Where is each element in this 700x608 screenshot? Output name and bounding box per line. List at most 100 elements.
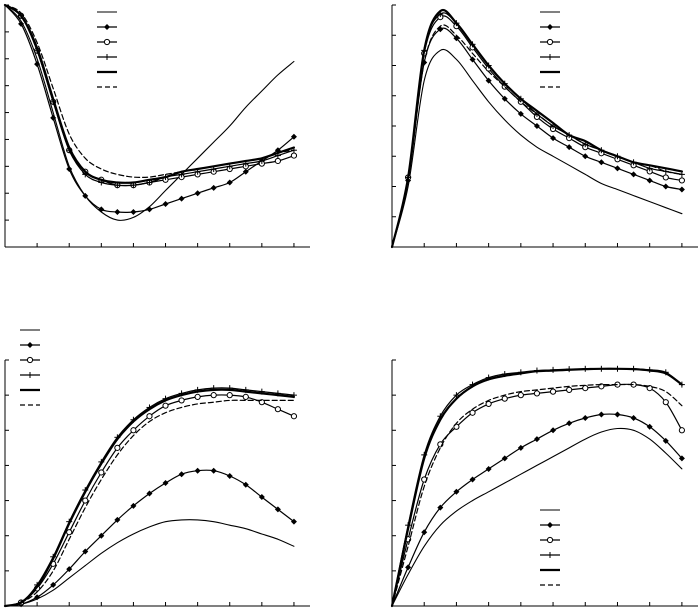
series-6-line (4, 4, 295, 178)
series-2-point (678, 186, 685, 193)
series-3-point (582, 385, 589, 392)
series-2-point (290, 518, 297, 525)
series-2-point (194, 190, 201, 197)
series-2-point (114, 209, 121, 216)
series-2-point (18, 20, 25, 27)
series-2-point (82, 192, 89, 199)
legend-marker-4 (547, 54, 553, 60)
series-2-point (598, 411, 605, 418)
series-3-point (678, 427, 685, 434)
series-3-point (98, 469, 105, 476)
series-2-point (646, 177, 653, 184)
series-5-line (3, 388, 295, 608)
series-2-point (501, 455, 508, 462)
series-2-point (678, 455, 685, 462)
series-2-point (582, 153, 589, 160)
series-2-point (82, 548, 89, 555)
series-2-point (485, 77, 492, 84)
series-3-point (662, 174, 669, 181)
series-2-point (242, 168, 249, 175)
series-3-point (226, 392, 233, 399)
series-3-line (391, 15, 683, 248)
legend-marker-2 (547, 522, 553, 528)
series-2-point (662, 437, 669, 444)
series-2-point (566, 144, 573, 151)
series-3-point (242, 393, 249, 400)
series-2-point (290, 133, 297, 140)
series-3-point (146, 413, 153, 420)
series-2-point (210, 467, 217, 474)
series-2-point (162, 200, 169, 207)
series-2-point (66, 566, 73, 573)
series-5-line (390, 8, 683, 249)
series-2-point (210, 184, 217, 191)
legend-marker-3 (546, 38, 554, 46)
series-2-point (469, 476, 476, 483)
legend (20, 329, 40, 406)
legend (540, 509, 560, 586)
series-4-line (4, 387, 295, 607)
series-2-point (130, 209, 137, 216)
series-3-point (290, 413, 298, 420)
series-2-point (582, 414, 589, 421)
series-2-point (274, 506, 281, 513)
series-2-point (517, 444, 524, 451)
series-2-point (178, 471, 185, 478)
series-2-point (130, 502, 137, 509)
legend-marker-3 (546, 536, 554, 544)
series-2-point (421, 529, 428, 536)
series-2-point (614, 165, 621, 172)
series-2-point (162, 480, 169, 486)
series-2-point (194, 467, 201, 474)
series-3-point (66, 529, 73, 536)
series-3-point (194, 393, 201, 400)
series-3-point (469, 409, 476, 416)
series-2-point (533, 436, 540, 443)
series-2-line (4, 469, 295, 607)
legend (97, 11, 117, 88)
series-3-point (210, 392, 217, 399)
series-2-point (646, 423, 653, 430)
legend-marker-3 (103, 38, 111, 46)
series-2-point (146, 490, 153, 497)
series-2-point (226, 179, 233, 186)
panel-bottom-right (390, 359, 698, 608)
series-2-point (550, 135, 557, 142)
series-1-line (4, 4, 295, 221)
legend-marker-4 (27, 372, 33, 378)
legend-marker-2 (547, 24, 553, 30)
series-3-point (130, 427, 137, 434)
series-2-point (630, 171, 637, 178)
series-3-point (114, 444, 121, 451)
legend-marker-2 (104, 24, 110, 30)
series-2-line (391, 413, 683, 607)
series-2-point (614, 411, 621, 418)
series-2-point (146, 206, 153, 213)
panel-bottom-left (3, 329, 310, 608)
series-1-line (4, 519, 295, 607)
series-3-point (646, 385, 653, 392)
series-2-line (391, 27, 683, 248)
series-2-point (517, 110, 524, 117)
series-3-point (533, 390, 541, 397)
series-6-line (4, 399, 295, 607)
series-2-point (34, 594, 41, 601)
panel-top-left (3, 3, 310, 248)
panel-top-right (390, 4, 698, 249)
series-2-point (50, 581, 57, 588)
series-3-point (662, 399, 669, 406)
series-3-line (4, 394, 295, 607)
series-3-point (485, 400, 492, 408)
series-2-point (34, 61, 41, 68)
series-2-point (50, 114, 57, 121)
series-2-point (98, 532, 105, 539)
series-3-point (290, 152, 298, 159)
series-3-point (678, 177, 685, 184)
series-2-point (98, 206, 105, 213)
series-2-point (114, 516, 121, 523)
legend (540, 11, 560, 88)
series-3-point (162, 402, 169, 409)
series-3-point (274, 406, 281, 413)
series-1-line (391, 427, 683, 607)
